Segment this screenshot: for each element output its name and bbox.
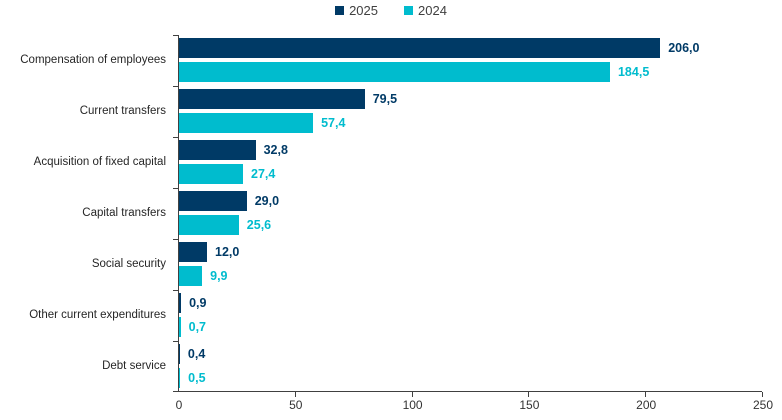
bar-2025 [179,293,182,313]
legend-item-2025: 2025 [335,3,378,18]
bar-2025 [179,344,180,364]
x-axis-tick [528,392,530,397]
bar-2024 [179,317,181,337]
category-label: Compensation of employees [20,53,166,66]
x-tick-label: 100 [402,398,423,412]
bar-group: 29,0 25,6 [179,188,762,239]
x-axis-tick [294,392,296,397]
legend-label: 2024 [418,3,447,18]
x-axis-tick [411,392,413,397]
category-label: Current transfers [79,104,166,117]
bar-group: 0,4 0,5 [179,341,762,392]
category-label: Acquisition of fixed capital [33,155,166,168]
bar-2025 [179,38,661,58]
y-axis-tick [173,290,178,291]
y-axis-tick [173,391,178,392]
y-axis-tick [173,341,178,342]
value-label-2025: 206,0 [668,41,700,55]
bar-2025 [179,89,365,109]
value-label-2025: 0,9 [189,296,207,310]
bar-group: 206,0 184,5 [179,35,762,86]
bar-2025 [179,140,256,160]
value-label-2025: 12,0 [215,245,240,259]
value-label-2025: 32,8 [263,143,288,157]
legend-label: 2025 [349,3,378,18]
x-tick-label: 150 [519,398,540,412]
value-label-2025: 0,4 [187,347,206,361]
value-label-2025: 79,5 [372,92,398,106]
category-label: Other current expenditures [29,308,166,321]
y-axis-tick [173,35,178,36]
value-label-2024: 27,4 [251,167,276,181]
category-label: Debt service [102,359,166,372]
x-axis-tick [762,392,763,397]
x-tick-label: 50 [289,398,303,412]
value-label-2024: 0,5 [188,371,206,385]
bar-2024 [179,164,243,184]
category-labels: Compensation of employees Current transfe… [0,35,170,392]
y-axis-tick [173,239,178,240]
bar-group: 0,9 0,7 [179,290,762,341]
bar-2024 [179,266,203,286]
x-tick-label: 0 [175,398,183,412]
bar-2024 [179,215,239,235]
category-label: Capital transfers [82,206,166,219]
legend-item-2024: 2024 [404,3,447,18]
y-axis-tick [173,137,178,138]
x-axis-tick [645,392,647,397]
value-label-2024: 25,6 [246,218,272,232]
legend: 2025 2024 [0,3,782,18]
bar-group: 12,0 9,9 [179,239,762,290]
value-label-2024: 184,5 [617,65,650,79]
bar-group: 79,5 57,4 [179,86,762,137]
bar-2025 [179,242,208,262]
legend-swatch-2024 [404,6,413,15]
bar-2025 [179,191,247,211]
y-axis-tick [173,188,178,189]
category-label: Social security [91,257,166,270]
value-label-2024: 0,7 [188,320,207,334]
value-label-2024: 57,4 [321,116,346,130]
plot-area: 206,0 184,5 79,5 57,4 32,8 27,4 29,0 25,6 12,0 9,… [173,35,773,412]
value-label-2024: 9,9 [210,269,228,283]
bar-2024 [179,368,181,388]
x-tick-label: 250 [752,398,774,412]
bar-group: 32,8 27,4 [179,137,762,188]
value-label-2025: 29,0 [254,194,280,208]
bar-2024 [179,113,314,133]
y-axis-tick [173,86,178,87]
bar-2024 [179,62,610,82]
x-tick-label: 200 [636,398,657,412]
legend-swatch-2025 [335,6,345,15]
